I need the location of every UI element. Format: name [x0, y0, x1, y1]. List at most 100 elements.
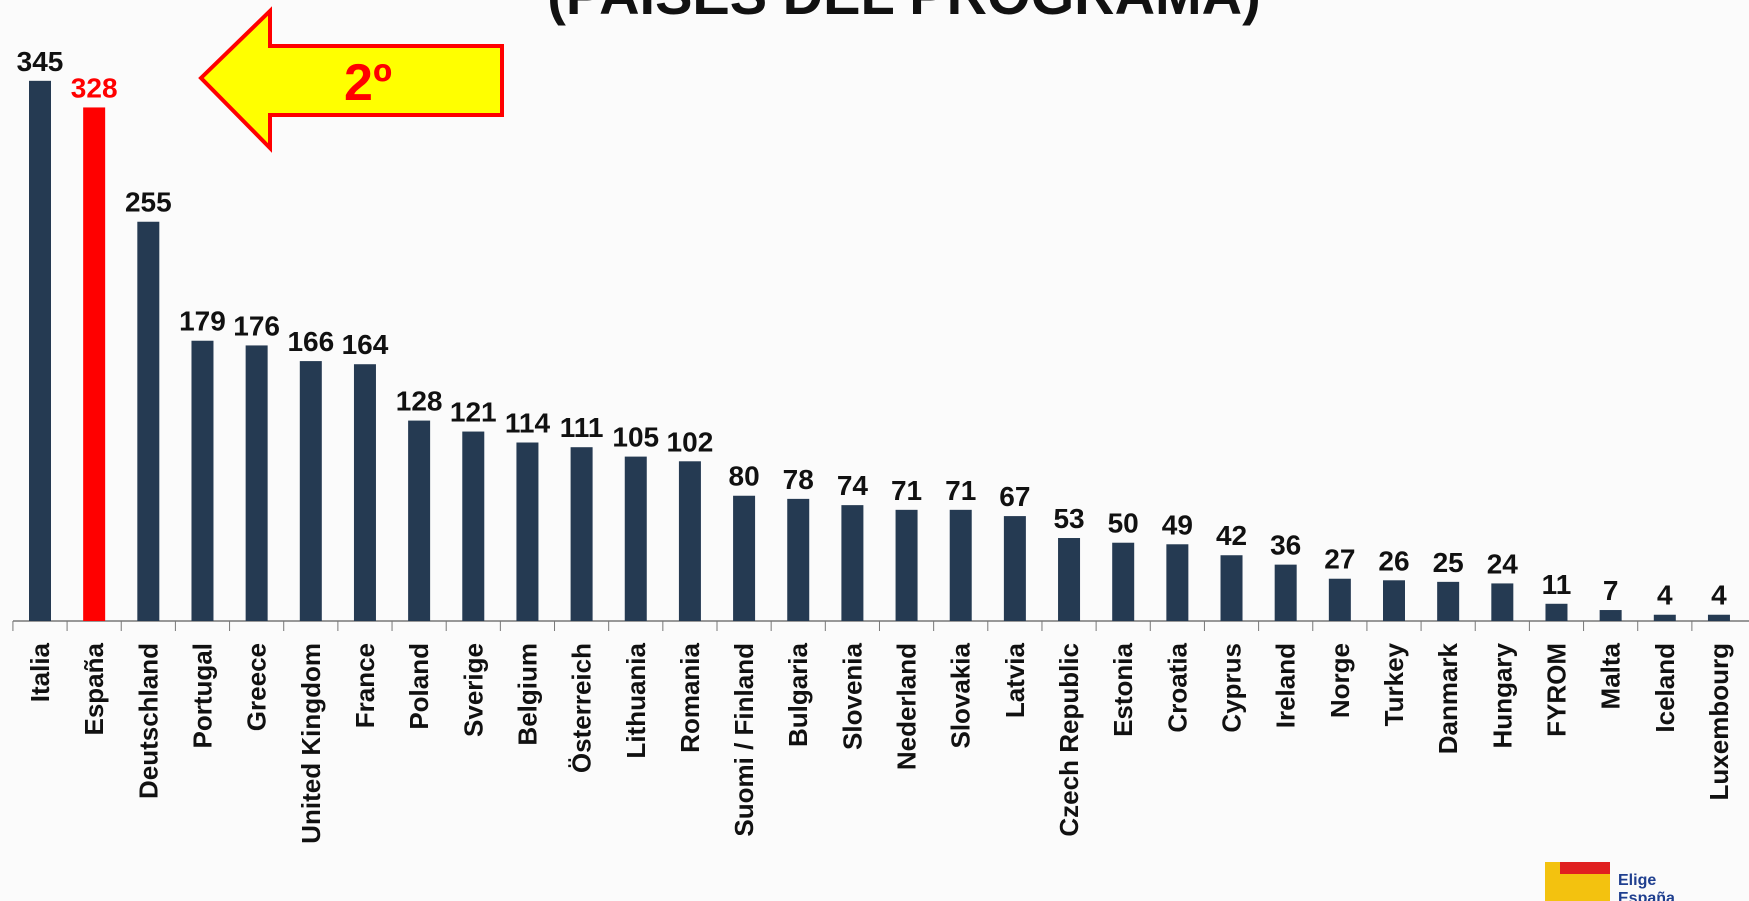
bar [1220, 555, 1243, 621]
bar [1437, 581, 1460, 621]
bar [1328, 578, 1351, 621]
arrow [198, 6, 504, 153]
x-tick-label: Croatia [1162, 642, 1192, 732]
bar [1274, 564, 1297, 621]
bar [949, 509, 972, 621]
bar [83, 107, 106, 621]
logo-text: Elige [1618, 872, 1656, 889]
data-label: 25 [1433, 547, 1464, 578]
x-tick-label: Hungary [1487, 642, 1517, 748]
data-label: 102 [667, 426, 714, 457]
data-label: 105 [612, 422, 659, 453]
x-tick-label: Cyprus [1217, 643, 1247, 733]
data-label: 49 [1162, 509, 1193, 540]
bar [1707, 614, 1730, 621]
data-label: 328 [71, 72, 118, 103]
x-tick-label: Greece [242, 643, 272, 731]
data-label: 53 [1053, 503, 1084, 534]
data-label: 80 [729, 461, 760, 492]
x-tick-label: Luxembourg [1704, 643, 1734, 800]
data-label: 67 [999, 481, 1030, 512]
bar [1599, 610, 1622, 621]
data-label: 166 [287, 326, 334, 357]
bar [841, 505, 864, 621]
data-label: 114 [505, 408, 551, 439]
bar [678, 461, 701, 621]
data-label: 4 [1657, 580, 1673, 611]
x-tick-label: Bulgaria [783, 642, 813, 747]
bar [895, 509, 918, 621]
x-tick-label: France [350, 643, 380, 728]
bar [516, 442, 539, 621]
bar [1491, 583, 1514, 621]
data-label: 74 [837, 470, 869, 501]
x-tick-label: United Kingdom [296, 643, 326, 844]
data-label: 176 [233, 310, 280, 341]
bar [462, 431, 485, 621]
data-label: 255 [125, 187, 172, 218]
bar [1003, 516, 1026, 621]
bar [624, 456, 647, 621]
x-tick-label: Italia [25, 642, 55, 702]
data-label: 71 [891, 475, 922, 506]
data-label: 24 [1487, 548, 1519, 579]
bar [570, 447, 593, 621]
data-label: 50 [1108, 508, 1139, 539]
data-label: 164 [342, 329, 389, 360]
data-label: 121 [450, 397, 497, 428]
x-tick-label: Iceland [1650, 643, 1680, 733]
x-tick-label: Österreich [567, 643, 597, 773]
x-tick-label: Lithuania [621, 642, 651, 758]
bar [408, 420, 431, 621]
annotation: 2º [344, 54, 392, 112]
data-label: 111 [560, 412, 604, 443]
x-tick-label: Poland [404, 643, 434, 730]
x-tick-label: Czech Republic [1054, 643, 1084, 837]
x-tick-label: Latvia [1000, 642, 1030, 718]
x-tick-label: Portugal [187, 643, 217, 748]
x-tick-label: Norge [1325, 643, 1355, 718]
bar [137, 221, 160, 621]
data-label: 78 [783, 464, 814, 495]
bar [191, 340, 214, 621]
bar [1383, 580, 1405, 621]
x-tick-label: Danmark [1433, 642, 1463, 754]
bar [1653, 614, 1676, 621]
x-tick-label: Belgium [512, 643, 542, 746]
data-label: 128 [396, 386, 443, 417]
logo: Elige España [1545, 862, 1675, 901]
logo-text: España [1618, 890, 1675, 901]
bar [245, 345, 268, 621]
bar [353, 364, 376, 621]
data-label: 42 [1216, 520, 1247, 551]
data-label: 71 [945, 475, 976, 506]
data-label: 179 [179, 306, 226, 337]
data-label: 26 [1378, 545, 1409, 576]
x-tick-label: España [79, 642, 109, 735]
chart-title: (PAÍSES DEL PROGRAMA) [547, 0, 1261, 26]
x-tick-label: Ireland [1271, 643, 1301, 728]
bar [733, 495, 756, 621]
bar [1112, 542, 1135, 621]
bar [787, 498, 810, 621]
logo-flag-stripe [1560, 862, 1610, 874]
data-label: 36 [1270, 530, 1301, 561]
bar [1166, 544, 1189, 621]
x-tick-label: Suomi / Finland [729, 643, 759, 837]
x-tick-label: Slovakia [946, 642, 976, 748]
x-tick-label: Malta [1596, 642, 1626, 709]
bar [29, 80, 51, 622]
x-tick-label: Turkey [1379, 642, 1409, 726]
x-tick-label: FYROM [1541, 643, 1571, 737]
x-tick-label: Slovenia [837, 642, 867, 749]
data-label: 345 [17, 46, 64, 77]
x-tick-label: Deutschland [133, 643, 163, 799]
data-label: 27 [1324, 544, 1355, 575]
data-label: 11 [1542, 569, 1572, 600]
bar [299, 361, 322, 621]
data-label: 7 [1603, 575, 1619, 606]
x-tick-label: Estonia [1108, 642, 1138, 736]
bar [1545, 603, 1568, 621]
data-label: 4 [1711, 580, 1727, 611]
